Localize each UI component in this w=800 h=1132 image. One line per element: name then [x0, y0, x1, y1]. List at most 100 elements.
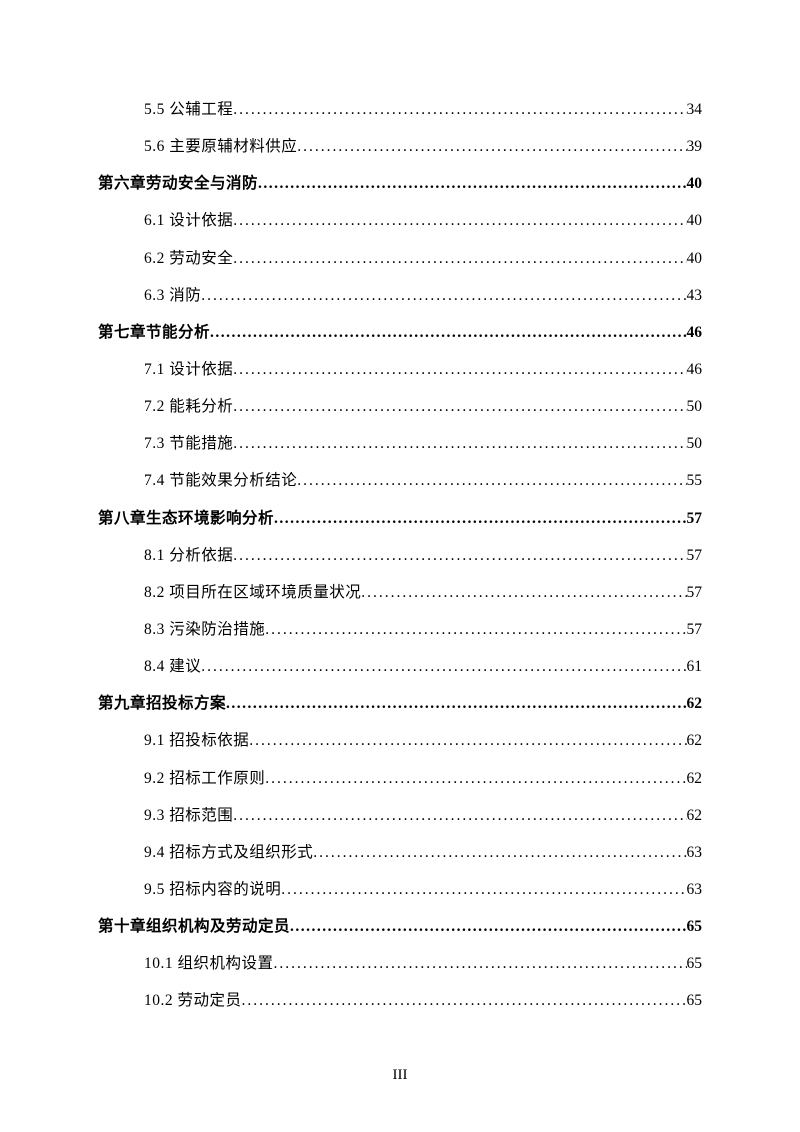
toc-leader-dots: ........................................… [361, 583, 686, 603]
toc-entry: 8.1 分析依据 ...............................… [144, 546, 702, 566]
toc-leader-dots: ........................................… [233, 806, 686, 826]
toc-leader-dots: ........................................… [281, 880, 686, 900]
toc-entry: 9.5 招标内容的说明 ............................… [144, 880, 702, 900]
toc-page-number: 57 [687, 620, 703, 640]
toc-label: 7.2 能耗分析 [144, 397, 233, 417]
toc-leader-dots: ........................................… [274, 954, 687, 974]
toc-page-number: 62 [687, 806, 703, 826]
toc-leader-dots: ........................................… [265, 769, 686, 789]
toc-leader-dots: ........................................… [297, 471, 686, 491]
toc-entry: 第十章组织机构及劳动定员 ...........................… [98, 917, 702, 937]
toc-entry: 7.3 节能措施 ...............................… [144, 434, 702, 454]
toc-label: 第七章节能分析 [98, 323, 210, 343]
toc-page-number: 34 [687, 100, 703, 120]
toc-entry: 9.3 招标范围 ...............................… [144, 806, 702, 826]
page-number: III [0, 1067, 800, 1084]
toc-leader-dots: ........................................… [233, 211, 686, 231]
toc-leader-dots: ........................................… [226, 694, 686, 714]
toc-entry: 第六章劳动安全与消防 .............................… [98, 174, 702, 194]
toc-leader-dots: ........................................… [233, 249, 686, 269]
toc-page-number: 43 [687, 286, 703, 306]
toc-leader-dots: ........................................… [233, 434, 686, 454]
toc-page-number: 40 [687, 174, 703, 194]
toc-label: 8.4 建议 [144, 657, 201, 677]
toc-page-number: 40 [687, 211, 703, 231]
toc-page-number: 63 [687, 880, 703, 900]
toc-label: 8.3 污染防治措施 [144, 620, 265, 640]
toc-entry: 8.4 建议 .................................… [144, 657, 702, 677]
toc-entry: 9.4 招标方式及组织形式 ..........................… [144, 843, 702, 863]
toc-leader-dots: ........................................… [201, 657, 686, 677]
toc-label: 9.3 招标范围 [144, 806, 233, 826]
toc-leader-dots: ........................................… [297, 137, 686, 157]
toc-label: 第九章招投标方案 [98, 694, 226, 714]
toc-label: 8.2 项目所在区域环境质量状况 [144, 583, 361, 603]
toc-entry: 7.1 设计依据 ...............................… [144, 360, 702, 380]
toc-page-number: 50 [687, 434, 703, 454]
toc-label: 5.6 主要原辅材料供应 [144, 137, 297, 157]
toc-entry: 8.3 污染防治措施 .............................… [144, 620, 702, 640]
toc-page-number: 61 [687, 657, 703, 677]
toc-entry: 第七章节能分析 ................................… [98, 323, 702, 343]
toc-entry: 6.1 设计依据 ...............................… [144, 211, 702, 231]
toc-leader-dots: ........................................… [233, 397, 686, 417]
toc-label: 10.2 劳动定员 [144, 991, 242, 1011]
toc-leader-dots: ........................................… [233, 546, 686, 566]
toc-page-number: 65 [687, 954, 703, 974]
toc-label: 9.4 招标方式及组织形式 [144, 843, 313, 863]
toc-leader-dots: ........................................… [249, 731, 686, 751]
toc-label: 6.2 劳动安全 [144, 249, 233, 269]
toc-leader-dots: ........................................… [265, 620, 686, 640]
toc-entry: 7.2 能耗分析 ...............................… [144, 397, 702, 417]
toc-entry: 第九章招投标方案 ...............................… [98, 694, 702, 714]
toc-leader-dots: ........................................… [313, 843, 686, 863]
toc-leader-dots: ........................................… [201, 286, 686, 306]
toc-label: 第八章生态环境影响分析 [98, 509, 274, 529]
toc-entry: 9.2 招标工作原则 .............................… [144, 769, 702, 789]
toc-entry: 5.6 主要原辅材料供应 ...........................… [144, 137, 702, 157]
toc-page-number: 55 [687, 471, 703, 491]
toc-label: 6.1 设计依据 [144, 211, 233, 231]
toc-leader-dots: ........................................… [258, 174, 686, 194]
toc-entry: 6.3 消防 .................................… [144, 286, 702, 306]
toc-leader-dots: ........................................… [210, 323, 686, 343]
toc-page-number: 62 [687, 769, 703, 789]
toc-entry: 7.4 节能效果分析结论 ...........................… [144, 471, 702, 491]
toc-entry: 10.1 组织机构设置 ............................… [144, 954, 702, 974]
toc-label: 10.1 组织机构设置 [144, 954, 274, 974]
toc-page-number: 65 [687, 917, 703, 937]
toc-page-number: 57 [687, 509, 703, 529]
toc-page-number: 46 [687, 323, 703, 343]
toc-label: 9.5 招标内容的说明 [144, 880, 281, 900]
toc-label: 7.4 节能效果分析结论 [144, 471, 297, 491]
toc-leader-dots: ........................................… [233, 100, 686, 120]
toc-label: 第十章组织机构及劳动定员 [98, 917, 290, 937]
toc-page-number: 62 [687, 731, 703, 751]
toc-leader-dots: ........................................… [233, 360, 686, 380]
toc-entry: 6.2 劳动安全 ...............................… [144, 249, 702, 269]
toc-page-number: 65 [687, 991, 703, 1011]
toc-page-number: 63 [687, 843, 703, 863]
toc-leader-dots: ........................................… [290, 917, 686, 937]
toc-entry: 第八章生态环境影响分析 ............................… [98, 509, 702, 529]
toc-entry: 9.1 招投标依据 ..............................… [144, 731, 702, 751]
toc-page-number: 57 [687, 583, 703, 603]
table-of-contents: 5.5 公辅工程 ...............................… [98, 100, 702, 1012]
toc-label: 9.2 招标工作原则 [144, 769, 265, 789]
toc-page-number: 46 [687, 360, 703, 380]
toc-label: 6.3 消防 [144, 286, 201, 306]
toc-label: 9.1 招投标依据 [144, 731, 249, 751]
toc-leader-dots: ........................................… [274, 509, 686, 529]
toc-page-number: 57 [687, 546, 703, 566]
toc-label: 8.1 分析依据 [144, 546, 233, 566]
toc-entry: 8.2 项目所在区域环境质量状况 .......................… [144, 583, 702, 603]
toc-label: 7.1 设计依据 [144, 360, 233, 380]
toc-label: 5.5 公辅工程 [144, 100, 233, 120]
toc-leader-dots: ........................................… [242, 991, 687, 1011]
toc-page-number: 40 [687, 249, 703, 269]
toc-label: 7.3 节能措施 [144, 434, 233, 454]
toc-page-number: 62 [687, 694, 703, 714]
toc-label: 第六章劳动安全与消防 [98, 174, 258, 194]
toc-entry: 10.2 劳动定员 ..............................… [144, 991, 702, 1011]
toc-page-number: 39 [687, 137, 703, 157]
